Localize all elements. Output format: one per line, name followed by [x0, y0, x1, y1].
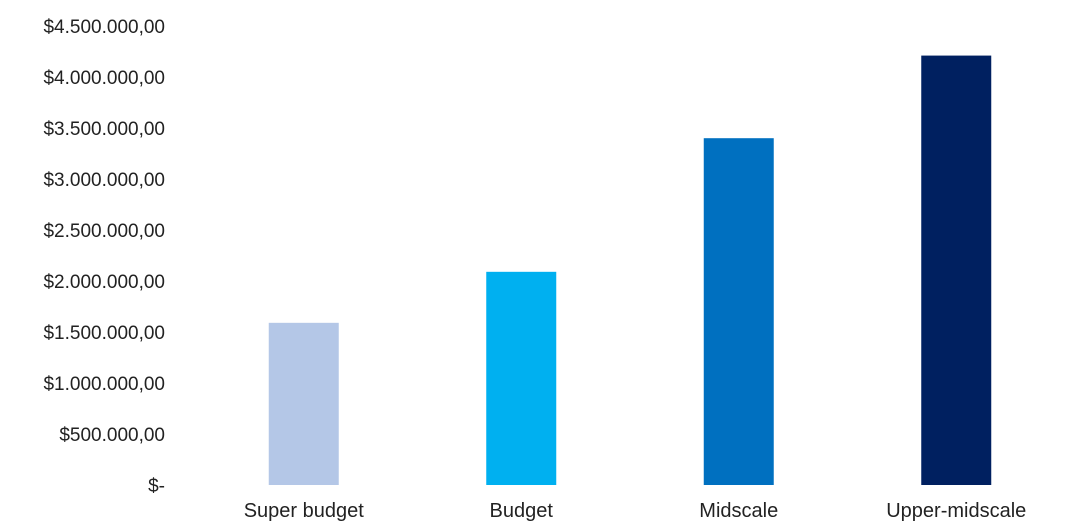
bar-super-budget: [268, 322, 339, 485]
y-tick-label: $4.000.000,00: [43, 68, 165, 89]
y-axis: $- $500.000,00 $1.000.000,00 $1.500.000,00 $…: [43, 17, 165, 497]
x-tick-label: Super budget: [244, 500, 365, 522]
y-tick-label: $4.500.000,00: [43, 17, 165, 38]
y-tick-label: $500.000,00: [59, 425, 165, 446]
bar-midscale: [703, 138, 774, 485]
x-tick-label: Budget: [490, 500, 554, 522]
bar-upper-midscale: [921, 55, 992, 486]
y-tick-label: $1.500.000,00: [43, 323, 165, 344]
y-tick-label: $-: [148, 476, 165, 497]
bar-budget: [486, 271, 557, 485]
x-axis: Super budget Budget Midscale Upper-midscale: [244, 500, 1027, 522]
y-tick-label: $1.000.000,00: [43, 374, 165, 395]
y-tick-label: $3.000.000,00: [43, 170, 165, 191]
bars: [268, 55, 992, 486]
y-tick-label: $2.000.000,00: [43, 272, 165, 293]
y-tick-label: $3.500.000,00: [43, 119, 165, 140]
x-tick-label: Upper-midscale: [886, 500, 1026, 522]
y-tick-label: $2.500.000,00: [43, 221, 165, 242]
x-tick-label: Midscale: [699, 500, 778, 522]
